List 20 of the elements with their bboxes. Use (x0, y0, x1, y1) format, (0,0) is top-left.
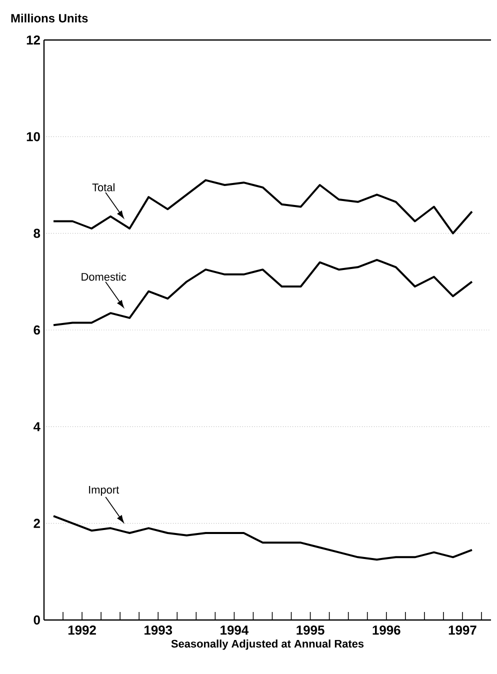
x-tick-label: 1993 (144, 626, 172, 635)
y-tick-label: 8 (34, 228, 40, 238)
y-tick-label: 12 (26, 35, 40, 45)
x-tick-label: 1995 (296, 626, 324, 635)
text: Import (89, 486, 120, 496)
x-axis-title: Seasonally Adjusted at Annual Rates (171, 640, 364, 650)
y-tick-label: 2 (34, 518, 40, 528)
text: Total (92, 183, 114, 192)
y-tick-label: 0 (34, 615, 40, 625)
x-tick-label: 1994 (220, 626, 249, 635)
x-tick-label: 1992 (68, 626, 96, 635)
y-tick-label: 6 (34, 325, 40, 335)
y-tick-label: 4 (33, 422, 40, 432)
y-tick-label: 10 (26, 132, 40, 142)
x-tick-label: 1996 (372, 626, 400, 635)
x-tick-label: 1997 (448, 626, 476, 635)
line-series (52, 179, 473, 234)
text: Domestic (82, 272, 126, 281)
line-series (52, 258, 473, 326)
y-axis-title: Millions Units (11, 14, 88, 22)
